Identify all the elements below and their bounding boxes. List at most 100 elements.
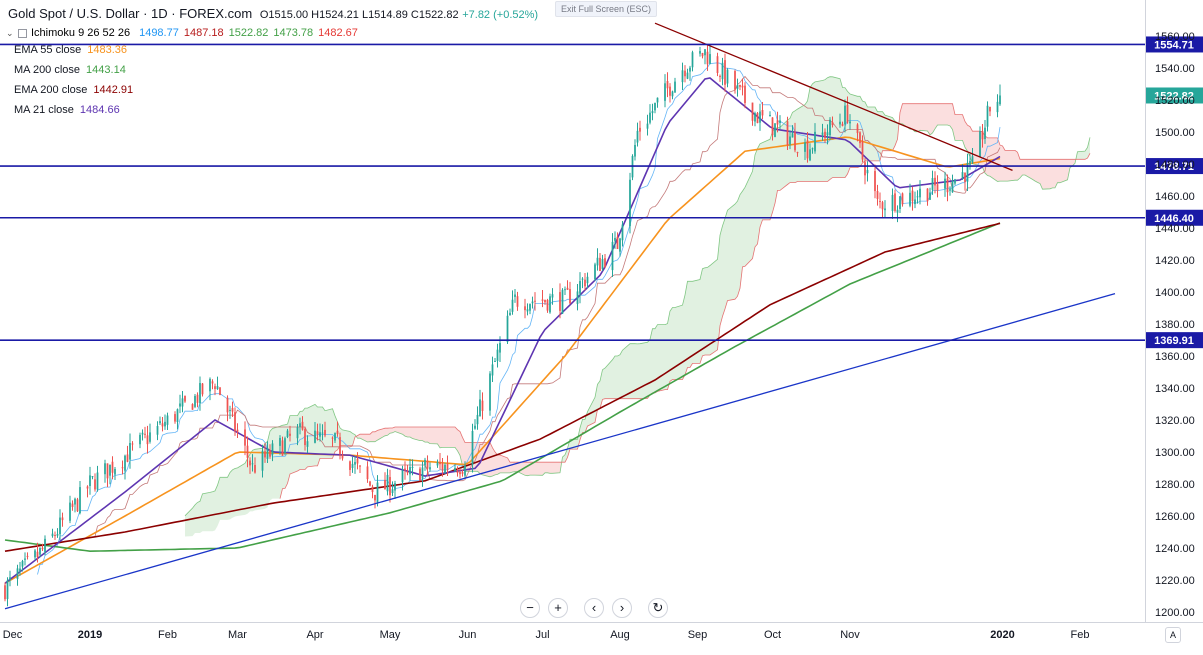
ichimoku-cloud-segment [615, 356, 618, 399]
candle-body [776, 120, 779, 125]
candle-body [279, 438, 281, 446]
ichimoku-cloud-segment [290, 415, 298, 475]
ichimoku-cloud-segment [192, 504, 195, 537]
candle-body [761, 109, 764, 116]
candle-body [811, 148, 814, 150]
candle-body [584, 279, 586, 287]
ichimoku-cloud-segment [525, 462, 528, 476]
reset-chart-button[interactable]: ↻ [648, 598, 668, 618]
ichimoku-cloud-segment [377, 428, 385, 441]
candle-body [289, 433, 291, 436]
candle-body [691, 52, 694, 68]
candle-body [901, 193, 904, 205]
candle-body [369, 481, 371, 486]
candle-body [124, 455, 126, 471]
ichimoku-cloud-segment [825, 77, 828, 182]
candle-body [926, 188, 929, 202]
x-tick-label: Feb [1071, 629, 1090, 641]
candle-body [89, 475, 91, 487]
auto-scale-button[interactable]: A [1165, 627, 1181, 643]
scroll-left-button[interactable]: ‹ [584, 598, 604, 618]
ichimoku-cloud-segment [972, 131, 980, 166]
y-tick-label: 1240.00 [1155, 543, 1195, 555]
candle-body [164, 421, 166, 427]
candle-body [989, 106, 991, 112]
ichimoku-cloud-segment [790, 112, 793, 183]
candle-body [896, 209, 899, 213]
candle-body [319, 432, 321, 437]
candle-body [621, 224, 624, 241]
candle-body [861, 141, 864, 160]
ichimoku-cloud-segment [1057, 159, 1060, 183]
indicator-legend-row[interactable]: MA 21 close 1484.66 [14, 104, 120, 116]
ichimoku-cloud-segment [550, 462, 553, 474]
candle-body [394, 483, 396, 491]
scroll-right-button[interactable]: › [612, 598, 632, 618]
candle-body [176, 409, 179, 422]
ichimoku-cloud-segment [517, 462, 525, 476]
candle-body [651, 111, 654, 114]
candle-body [446, 463, 449, 470]
level-label-bg [1146, 158, 1203, 175]
candle-body [814, 131, 816, 152]
ichimoku-cloud-segment [212, 490, 215, 532]
candle-body [909, 192, 911, 206]
zoom-in-button[interactable]: + [548, 598, 568, 618]
indicator-legend-row[interactable]: EMA 55 close 1483.36 [14, 44, 127, 56]
ichimoku-cloud-segment [565, 448, 568, 463]
candle-body [844, 105, 846, 125]
candle-body [104, 463, 106, 475]
candle-body [96, 472, 99, 490]
ichimoku-cloud-segment [370, 431, 373, 442]
candle-body [371, 486, 374, 493]
exit-fullscreen-button[interactable]: Exit Full Screen (ESC) [555, 1, 658, 17]
candle-body [704, 49, 706, 56]
candle-body [489, 373, 491, 411]
indicator-label: MA 200 close [14, 64, 81, 76]
indicator-legend-row[interactable]: MA 200 close 1443.14 [14, 64, 126, 76]
price-axis-background [1145, 0, 1203, 655]
ichimoku-cloud-segment [247, 454, 250, 514]
y-tick-label: 1560.00 [1155, 31, 1195, 43]
candle-body [656, 97, 659, 103]
ichimoku-cloud-segment [385, 428, 388, 436]
candle-body [281, 440, 284, 456]
ichimoku-cloud-segment [1002, 145, 1005, 182]
candle-body [564, 289, 566, 291]
ichimoku-legend[interactable]: ⌄ Ichimoku 9 26 52 26 1498.77 1487.18 1522… [6, 27, 358, 39]
candle-body [586, 276, 589, 284]
indicator-value: 1442.91 [93, 84, 134, 96]
visibility-toggle-icon[interactable] [18, 28, 27, 38]
ichimoku-cloud-segment [902, 103, 910, 130]
candle-body [981, 131, 984, 140]
candle-body [969, 160, 971, 165]
candle-body [629, 179, 631, 227]
chevron-down-icon[interactable]: ⌄ [6, 28, 14, 38]
candle-body [286, 430, 289, 437]
candle-body [741, 85, 744, 88]
ichimoku-cloud-segment [595, 384, 598, 423]
candle-body [321, 432, 324, 434]
candle-body [334, 433, 336, 441]
ichimoku-cloud-segment [877, 111, 880, 161]
candle-body [436, 462, 439, 466]
ichimoku-cloud-segment [350, 431, 353, 446]
ichimoku-cloud-segment [515, 462, 518, 472]
ichimoku-value: 1498.77 [139, 27, 179, 39]
ichimoku-cloud-segment [650, 328, 653, 395]
indicator-legend-row[interactable]: EMA 200 close 1442.91 [14, 84, 133, 96]
candle-body [126, 454, 129, 462]
zoom-out-button[interactable]: − [520, 598, 540, 618]
candle-body [846, 104, 849, 123]
ichimoku-cloud-segment [795, 109, 798, 183]
ichimoku-cloud-segment [955, 114, 963, 141]
x-tick-label: Jun [459, 629, 477, 641]
chart-toolbar: − + ‹ › ↻ [520, 598, 668, 618]
ichimoku-cloud-segment [215, 485, 218, 531]
ichimoku-cloud-segment [665, 323, 668, 390]
candle-body [716, 56, 719, 73]
candle-body [919, 188, 921, 198]
candle-body [736, 85, 739, 89]
ichimoku-cloud-segment [457, 429, 460, 456]
